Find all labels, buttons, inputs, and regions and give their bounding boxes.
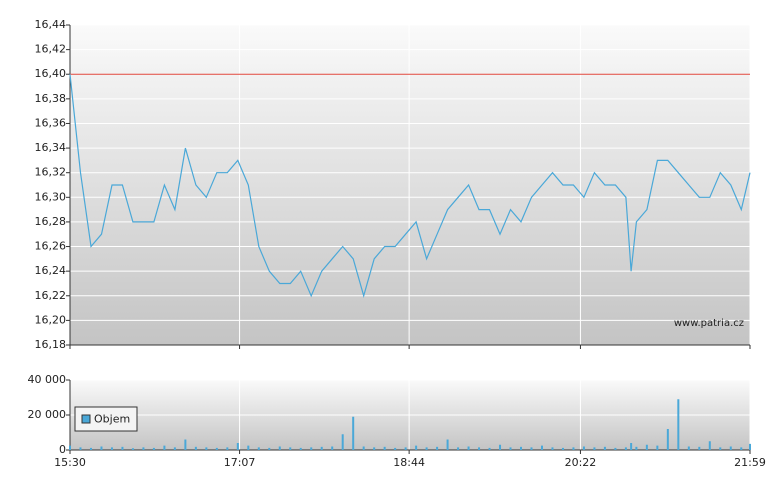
volume-bar [142,447,145,450]
volume-bar [257,447,260,450]
x-tick-label: 15:30 [54,456,86,469]
volume-bar [341,434,344,450]
volume-bar [247,445,250,450]
volume-bar [509,447,512,450]
volume-bar [749,443,751,450]
volume-bar [131,448,134,450]
y-tick-label: 16,42 [35,43,67,56]
volume-bar [89,447,92,450]
volume-bar [310,447,313,450]
volume-bar [236,443,239,450]
volume-bar [100,446,103,450]
volume-bar [436,446,439,450]
y-tick-label: 16,32 [35,166,67,179]
volume-bar [352,416,355,450]
y-tick-label: 16,44 [35,18,67,31]
volume-bar [603,446,606,450]
volume-bar [624,447,627,450]
volume-bar [540,445,543,450]
volume-bar [79,447,82,450]
volume-bar [593,447,596,450]
volume-bar [729,446,732,450]
y-tick-label: 16,28 [35,215,67,228]
volume-bar [299,447,302,450]
volume-bar [121,446,124,450]
legend: Objem [74,406,138,432]
x-tick-label: 21:59 [734,456,766,469]
volume-bar [687,446,690,450]
volume-bar [740,447,743,450]
price-plot-area [70,25,750,345]
volume-bar [215,447,218,450]
volume-bar [373,447,376,450]
volume-bar [698,446,701,450]
volume-bar [719,447,722,450]
volume-bar [551,447,554,450]
x-tick-label: 17:07 [224,456,256,469]
volume-bar [383,446,386,450]
volume-bar [446,439,449,450]
y-tick-label: 16,38 [35,92,67,105]
watermark: www.patria.cz [674,318,744,329]
volume-bar [226,447,229,450]
y-tick-label: 0 [59,443,66,456]
volume-bar [289,447,292,450]
volume-bar [635,446,638,450]
volume-bar [488,447,491,450]
volume-bar [561,447,564,450]
volume-bar [404,447,407,450]
volume-bar [110,447,113,450]
volume-bar [582,446,585,450]
volume-bar [530,447,533,450]
volume-bar [645,444,648,450]
y-tick-label: 16,40 [35,67,67,80]
y-tick-label: 16,22 [35,289,67,302]
volume-bar [656,445,659,450]
y-tick-label: 40 000 [28,373,67,386]
volume-bar [320,446,323,450]
volume-bar [173,447,176,450]
volume-bar [572,447,575,450]
volume-bar [163,445,166,450]
y-tick-label: 16,20 [35,313,67,326]
y-tick-label: 16,30 [35,190,67,203]
y-tick-label: 20 000 [28,408,67,421]
volume-bar [268,447,271,450]
y-tick-label: 16,34 [35,141,67,154]
y-tick-label: 16,36 [35,116,67,129]
volume-bar [194,446,197,450]
volume-bar [630,443,633,450]
volume-bar [677,399,680,450]
volume-bar [69,445,71,450]
y-tick-label: 16,18 [35,338,67,351]
x-tick-label: 18:44 [393,456,425,469]
volume-bar [278,446,281,450]
volume-bar [478,447,481,450]
volume-bar [614,447,617,450]
x-tick-label: 20:22 [565,456,597,469]
volume-bar [425,447,428,450]
volume-bar [184,439,187,450]
volume-bar [331,446,334,450]
price-line [69,74,751,298]
legend-swatch [81,414,91,424]
volume-bar [152,447,155,450]
volume-bar [666,429,669,450]
volume-bar [520,446,523,450]
volume-bar [394,447,397,450]
y-tick-label: 16,24 [35,264,67,277]
volume-bar [415,445,418,450]
legend-label: Objem [94,413,130,426]
volume-bar [499,444,502,450]
y-tick-label: 16,26 [35,240,67,253]
volume-bar [467,446,470,450]
volume-bar [205,447,208,450]
volume-bar [457,447,460,450]
volume-bar [708,441,711,450]
volume-bar [362,446,365,450]
